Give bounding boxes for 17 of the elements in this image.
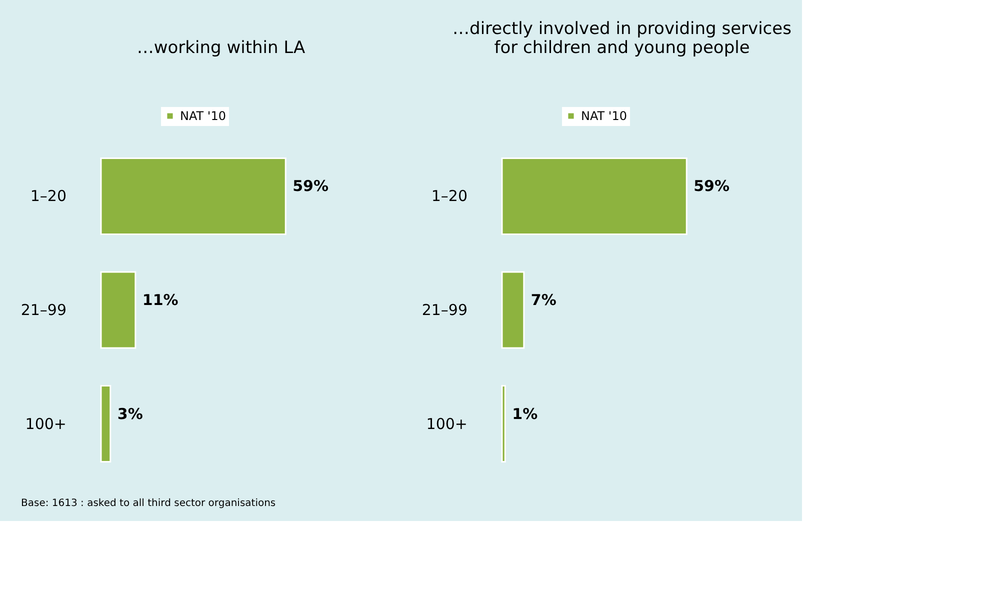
y-tick-label: 1–20 — [431, 187, 468, 206]
y-tick-label: 21–99 — [20, 301, 66, 319]
data-label: 3% — [117, 404, 143, 423]
legend-label: NAT '10 — [180, 109, 226, 123]
y-tick-label: 100+ — [426, 414, 468, 433]
legend-label: NAT '10 — [581, 109, 627, 123]
data-label: 11% — [142, 291, 178, 309]
chart-title: …directly involved in providing services for children and young people — [452, 19, 792, 58]
y-tick-label: 100+ — [25, 414, 66, 433]
data-label: 59% — [694, 177, 730, 196]
chart-title: …working within LA — [136, 38, 306, 58]
y-tick-label: 21–99 — [422, 301, 468, 319]
data-label: 59% — [292, 177, 329, 196]
y-tick-label: 1–20 — [30, 187, 66, 206]
data-label: 1% — [512, 404, 538, 423]
data-label: 7% — [530, 291, 556, 309]
text: Base: 1613 : asked to all third sector organisations — [21, 498, 276, 509]
